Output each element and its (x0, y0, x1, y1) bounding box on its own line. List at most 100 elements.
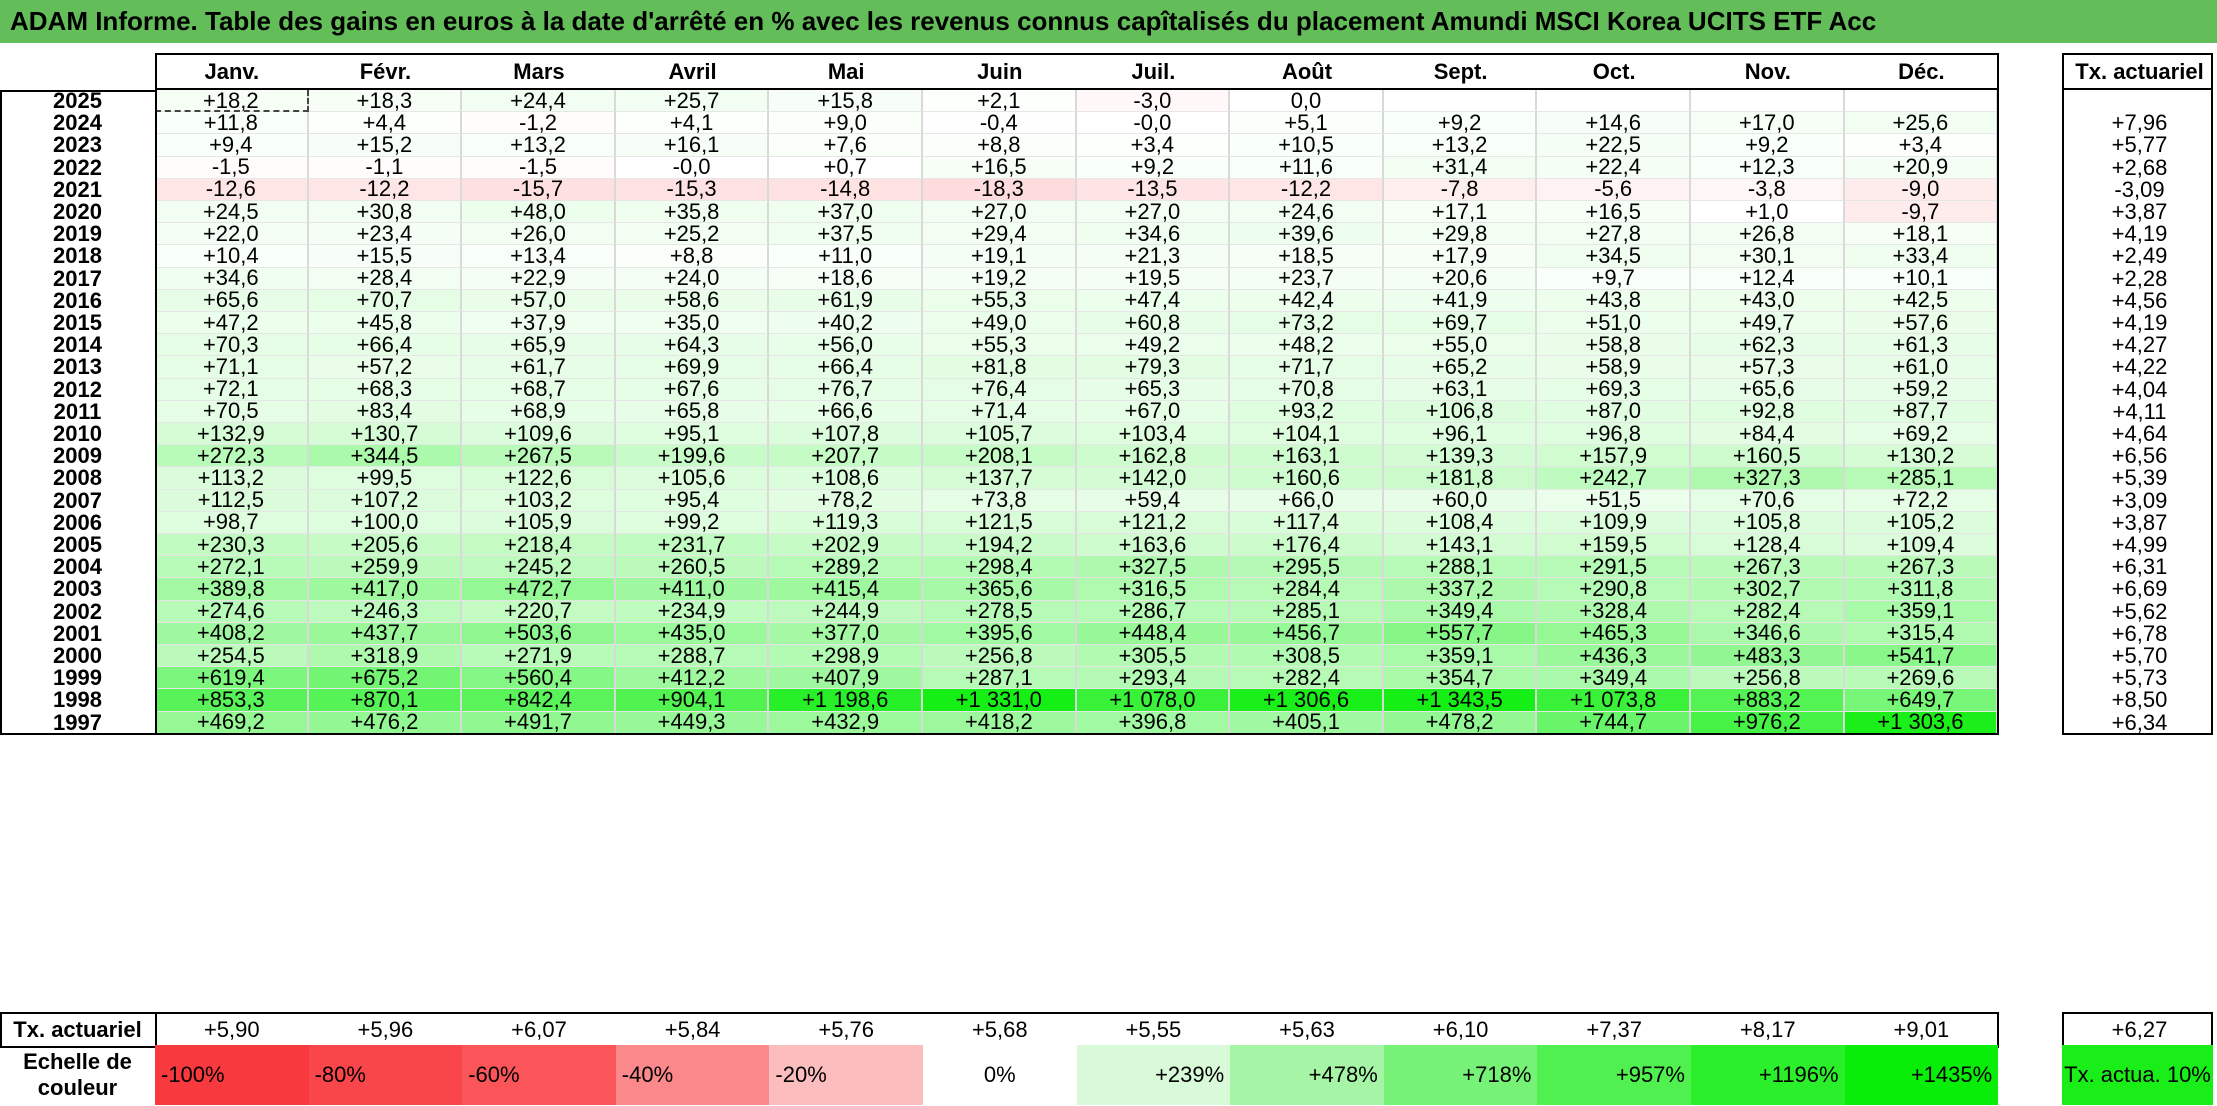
gain-cell: +109,4 (1844, 534, 1999, 557)
gain-cell: +207,7 (769, 445, 923, 468)
year-label: 1998 (0, 689, 155, 712)
gain-cell: -15,3 (615, 178, 770, 201)
gain-cell: +78,2 (769, 489, 923, 512)
gain-cell: +23,4 (308, 223, 463, 246)
gain-cell: +10,4 (155, 245, 309, 268)
year-label: 2021 (0, 178, 155, 201)
gain-cell: -5,6 (1537, 178, 1691, 201)
gain-cell: +70,6 (1691, 489, 1845, 512)
gain-cell: +18,6 (769, 267, 923, 290)
gain-cell: +71,1 (155, 356, 309, 379)
rate-cell: +4,27 (2062, 334, 2217, 357)
gain-cell: +476,2 (308, 711, 463, 734)
gain-cell: +619,4 (155, 667, 309, 690)
gain-cell: +49,7 (1691, 312, 1845, 335)
month-header: Oct. (1537, 53, 1691, 90)
gain-cell: +298,9 (769, 645, 923, 668)
footer-total-rate: +6,27 (2062, 1012, 2217, 1048)
gain-cell: -1,2 (462, 112, 616, 135)
gain-cell: +377,0 (769, 622, 923, 645)
footer-rate-cell: +5,76 (769, 1012, 923, 1048)
gain-cell: +45,8 (308, 312, 463, 335)
month-header: Janv. (155, 53, 309, 90)
rate-cell: +5,39 (2062, 467, 2217, 490)
gain-cell: +287,1 (923, 667, 1077, 690)
rate-cell: +8,50 (2062, 689, 2217, 712)
month-header: Août (1230, 53, 1384, 90)
year-label: 2008 (0, 467, 155, 490)
scale-swatch: -100% (155, 1045, 309, 1105)
gain-cell: +71,4 (923, 400, 1077, 423)
gain-cell: +59,2 (1844, 378, 1999, 401)
gain-cell: +24,5 (155, 201, 309, 224)
gain-cell: +478,2 (1383, 711, 1538, 734)
rate-cell: +5,70 (2062, 645, 2217, 668)
gain-cell: +18,5 (1230, 245, 1384, 268)
gain-cell: +95,4 (615, 489, 770, 512)
gain-cell: +49,2 (1076, 334, 1231, 357)
year-label: 2016 (0, 289, 155, 312)
gain-cell: +64,3 (615, 334, 770, 357)
rate-cell: +5,62 (2062, 600, 2217, 623)
gain-cell: -1,1 (308, 156, 463, 179)
gain-cell: +66,4 (769, 356, 923, 379)
gain-cell: +73,8 (923, 489, 1077, 512)
gain-cell: +448,4 (1076, 622, 1231, 645)
gain-cell: +328,4 (1537, 600, 1691, 623)
gain-cell: +288,1 (1383, 556, 1538, 579)
gain-cell: +5,1 (1230, 112, 1384, 135)
gain-cell: +96,1 (1383, 423, 1538, 446)
gain-cell: +70,8 (1230, 378, 1384, 401)
gain-cell: +96,8 (1537, 423, 1691, 446)
gain-cell: +76,7 (769, 378, 923, 401)
year-label: 2007 (0, 489, 155, 512)
gain-cell: -1,5 (462, 156, 616, 179)
gain-cell: +71,7 (1230, 356, 1384, 379)
gain-cell: +65,3 (1076, 378, 1231, 401)
gain-cell: +245,2 (462, 556, 616, 579)
month-header: Mars (462, 53, 616, 90)
gain-cell: +39,6 (1230, 223, 1384, 246)
gain-cell: +66,4 (308, 334, 463, 357)
footer-rate-cell: +5,96 (308, 1012, 463, 1048)
gain-cell: +4,4 (308, 112, 463, 135)
scale-swatch: +478% (1230, 1045, 1384, 1105)
gain-cell: +437,7 (308, 622, 463, 645)
gain-cell: +21,3 (1076, 245, 1231, 268)
year-label: 2017 (0, 267, 155, 290)
footer-rate-cell: +6,10 (1383, 1012, 1538, 1048)
gain-cell: +649,7 (1844, 689, 1999, 712)
gain-cell: +272,1 (155, 556, 309, 579)
gain-cell: +293,4 (1076, 667, 1231, 690)
gain-cell: +57,0 (462, 289, 616, 312)
scale-swatch: +1196% (1691, 1045, 1845, 1105)
gain-cell: +282,4 (1230, 667, 1384, 690)
year-label: 2003 (0, 578, 155, 601)
gain-cell: +11,8 (155, 112, 309, 135)
gain-cell: +132,9 (155, 423, 309, 446)
scale-swatch: +718% (1383, 1045, 1538, 1105)
gain-cell: +51,5 (1537, 489, 1691, 512)
gain-cell: +160,6 (1230, 467, 1384, 490)
gain-cell: +55,3 (923, 334, 1077, 357)
year-label: 2012 (0, 378, 155, 401)
gain-cell: +26,8 (1691, 223, 1845, 246)
gain-cell (1844, 90, 1999, 113)
gain-cell: +541,7 (1844, 645, 1999, 668)
year-label: 2025 (0, 90, 155, 113)
gain-cell: +93,2 (1230, 400, 1384, 423)
gain-cell: +315,4 (1844, 622, 1999, 645)
gain-cell: +113,2 (155, 467, 309, 490)
gain-cell: +491,7 (462, 711, 616, 734)
gain-cell: +318,9 (308, 645, 463, 668)
gain-cell: +405,1 (1230, 711, 1384, 734)
gain-cell: +47,4 (1076, 289, 1231, 312)
footer-rate-cell: +5,68 (923, 1012, 1077, 1048)
year-label: 2023 (0, 134, 155, 157)
gain-cell: +267,3 (1844, 556, 1999, 579)
rate-cell: +3,09 (2062, 489, 2217, 512)
gain-cell: +41,9 (1383, 289, 1538, 312)
gain-cell: +870,1 (308, 689, 463, 712)
month-header: Sept. (1383, 53, 1538, 90)
rate-cell: +2,49 (2062, 245, 2217, 268)
